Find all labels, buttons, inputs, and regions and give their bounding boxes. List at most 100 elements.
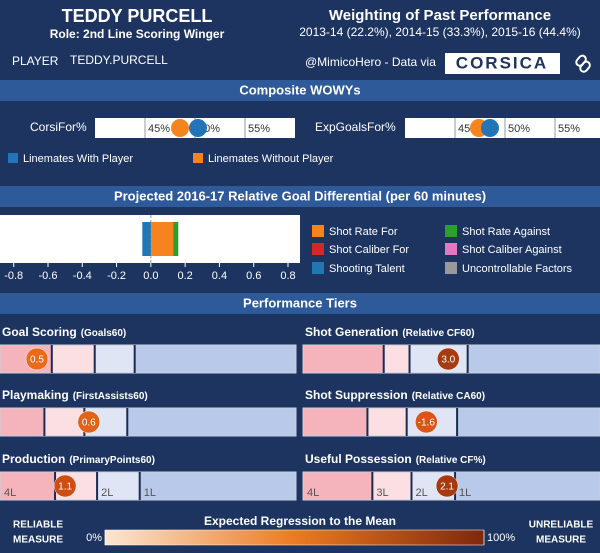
tier-metric: (Relative CF%) xyxy=(416,455,486,466)
bar-segment xyxy=(150,222,174,256)
tier-title: Production (PrimaryPoints60) xyxy=(2,452,155,466)
x-tick-label: -0.6 xyxy=(39,270,58,282)
tier-name: Playmaking xyxy=(2,388,69,402)
wowy-tick-label: 50% xyxy=(508,123,530,135)
tier-segment xyxy=(372,472,412,500)
tier-border xyxy=(302,407,600,437)
tier-segment xyxy=(303,408,368,436)
player-name: TEDDY PURCELL xyxy=(62,6,213,26)
scale-tick-label: 0% xyxy=(86,532,102,544)
tier-border xyxy=(0,471,297,501)
tier-metric: (PrimaryPoints60) xyxy=(69,455,155,466)
unreliable-label: UNRELIABLE xyxy=(529,520,594,531)
wowy-label: ExpGoalsFor% xyxy=(315,120,396,134)
tier-border xyxy=(0,407,297,437)
wowy-label: CorsiFor% xyxy=(30,120,87,134)
tier-label: 3L xyxy=(376,487,388,499)
player-role: Role: 2nd Line Scoring Winger xyxy=(50,27,225,41)
link-ring xyxy=(579,60,591,73)
legend-swatch xyxy=(312,262,324,274)
weighting: 2013-14 (22.2%), 2014-15 (33.3%), 2015-1… xyxy=(299,25,581,39)
wowy-tick-label: 45% xyxy=(148,123,170,135)
tier-metric: (Goals60) xyxy=(81,328,127,339)
legend-swatch xyxy=(445,225,457,237)
legend-label: Shot Caliber For xyxy=(329,244,409,256)
legend-label: Linemates Without Player xyxy=(208,153,334,165)
legend-swatch xyxy=(193,153,203,163)
bar-segment xyxy=(142,222,151,256)
tier-segment xyxy=(303,472,373,500)
tier-name: Useful Possession xyxy=(305,452,412,466)
legend-swatch xyxy=(312,243,324,255)
tier-value: 0.5 xyxy=(30,355,44,366)
tier-value: 1.1 xyxy=(58,482,72,493)
legend-label: Shot Caliber Against xyxy=(462,244,562,256)
logo-box xyxy=(445,53,560,74)
tier-label: 2L xyxy=(101,487,113,499)
x-tick-label: 0.0 xyxy=(143,270,158,282)
tier-segment xyxy=(51,345,95,373)
tier-value: -1.6 xyxy=(418,418,436,429)
tier-segment xyxy=(0,408,45,436)
scale-bar xyxy=(104,529,485,546)
logo: CORSICA xyxy=(456,53,548,72)
legend-label: Linemates With Player xyxy=(23,153,133,165)
tier-border xyxy=(302,344,600,374)
x-tick-label: -0.2 xyxy=(107,270,126,282)
scale-tick-label: 100% xyxy=(487,532,515,544)
tier-label: 4L xyxy=(4,487,16,499)
tier-segment xyxy=(455,472,600,500)
tier-marker xyxy=(435,474,459,498)
tier-segment xyxy=(457,408,600,436)
tier-border xyxy=(0,344,297,374)
player-id: TEDDY.PURCELL xyxy=(70,53,168,67)
tier-segment xyxy=(97,472,140,500)
legend-swatch xyxy=(312,225,324,237)
tier-segment xyxy=(134,345,296,373)
tier-title: Useful Possession (Relative CF%) xyxy=(305,452,486,466)
wowy-tick-label: 55% xyxy=(248,123,270,135)
tier-title: Shot Suppression (Relative CA60) xyxy=(305,388,485,402)
section-bar xyxy=(0,186,600,207)
player-label: PLAYER xyxy=(12,54,59,68)
legend-label: Uncontrollable Factors xyxy=(462,263,573,275)
reliable-label: RELIABLE xyxy=(13,520,63,531)
tier-value: 0.6 xyxy=(82,418,96,429)
x-tick-label: -0.4 xyxy=(73,270,92,282)
tier-border xyxy=(302,471,600,501)
tier-marker xyxy=(53,474,77,498)
tier-title: Goal Scoring (Goals60) xyxy=(2,325,126,339)
tier-marker xyxy=(25,347,49,371)
tier-marker xyxy=(77,410,101,434)
legend-swatch xyxy=(445,262,457,274)
tier-marker xyxy=(415,410,438,434)
tier-metric: (Relative CF60) xyxy=(402,328,474,339)
x-tick-label: 0.4 xyxy=(212,270,227,282)
tier-segment xyxy=(467,345,600,373)
x-tick-label: 0.8 xyxy=(280,270,295,282)
section-title: Performance Tiers xyxy=(243,295,357,310)
tier-label: 4L xyxy=(307,487,319,499)
tier-label: 1L xyxy=(144,487,156,499)
wowy-dot xyxy=(481,119,499,137)
tier-label: 2L xyxy=(415,487,427,499)
tier-name: Shot Suppression xyxy=(305,388,408,402)
tier-name: Production xyxy=(2,452,65,466)
tier-segment xyxy=(139,472,296,500)
tier-segment xyxy=(0,472,56,500)
x-tick-label: -0.8 xyxy=(4,270,23,282)
link-icon[interactable] xyxy=(575,54,591,73)
tier-title: Playmaking (FirstAssists60) xyxy=(2,388,148,402)
legend-label: Shooting Talent xyxy=(329,263,405,275)
tier-title: Shot Generation (Relative CF60) xyxy=(305,325,475,339)
bar-segment xyxy=(173,222,179,256)
tier-name: Shot Generation xyxy=(305,325,398,339)
x-tick-label: 0.2 xyxy=(177,270,192,282)
section-title: Composite WOWYs xyxy=(239,82,360,97)
legend-swatch xyxy=(445,243,457,255)
scale-title: Expected Regression to the Mean xyxy=(204,514,396,528)
tier-segment xyxy=(94,345,135,373)
tier-metric: (Relative CA60) xyxy=(412,391,485,402)
legend-label: Shot Rate Against xyxy=(462,226,550,238)
